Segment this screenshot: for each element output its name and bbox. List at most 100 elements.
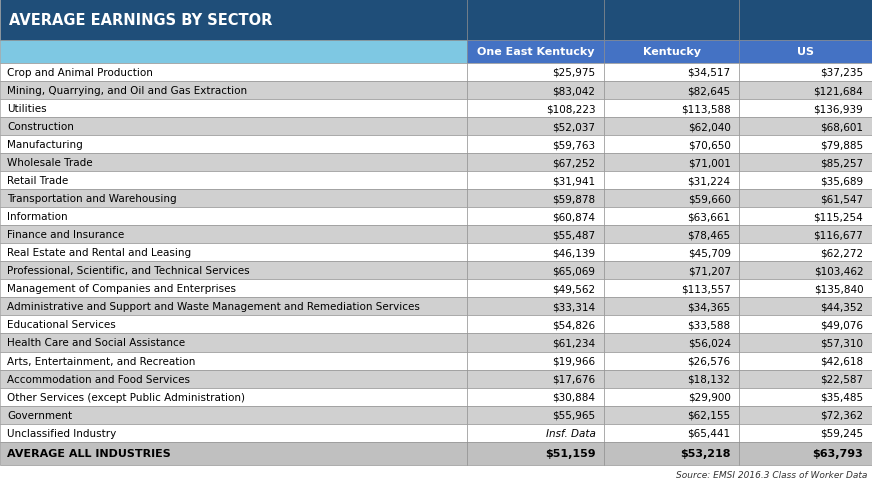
Bar — [739, 0, 872, 41]
Text: $136,939: $136,939 — [814, 104, 863, 114]
Text: $65,441: $65,441 — [688, 428, 731, 438]
Text: Crop and Animal Production: Crop and Animal Production — [7, 68, 153, 78]
Text: $35,485: $35,485 — [821, 392, 863, 402]
Text: Manufacturing: Manufacturing — [7, 140, 83, 150]
Text: Retail Trade: Retail Trade — [7, 176, 68, 186]
Bar — [604, 226, 739, 244]
Bar — [0, 226, 467, 244]
Text: $45,709: $45,709 — [688, 248, 731, 258]
Text: Insf. Data: Insf. Data — [546, 428, 596, 438]
Text: $59,660: $59,660 — [688, 194, 731, 204]
Bar — [467, 154, 604, 172]
Text: $33,588: $33,588 — [688, 320, 731, 330]
Bar — [604, 352, 739, 370]
Text: AVERAGE ALL INDUSTRIES: AVERAGE ALL INDUSTRIES — [7, 448, 171, 458]
Text: $26,576: $26,576 — [688, 356, 731, 366]
Text: $62,272: $62,272 — [821, 248, 863, 258]
Bar — [604, 0, 739, 41]
Bar — [604, 118, 739, 136]
Text: $42,618: $42,618 — [821, 356, 863, 366]
Text: $37,235: $37,235 — [821, 68, 863, 78]
Text: Unclassified Industry: Unclassified Industry — [7, 428, 116, 438]
Text: Source: EMSI 2016.3 Class of Worker Data: Source: EMSI 2016.3 Class of Worker Data — [677, 470, 868, 479]
Text: One East Kentucky: One East Kentucky — [477, 47, 594, 57]
Text: Health Care and Social Assistance: Health Care and Social Assistance — [7, 338, 185, 348]
Text: $63,793: $63,793 — [813, 448, 863, 458]
Text: $49,076: $49,076 — [821, 320, 863, 330]
Bar — [467, 352, 604, 370]
Bar — [0, 118, 467, 136]
Bar — [739, 118, 872, 136]
Text: Educational Services: Educational Services — [7, 320, 116, 330]
Text: US: US — [797, 47, 814, 57]
Text: $49,562: $49,562 — [553, 284, 596, 294]
Bar — [467, 100, 604, 118]
Bar — [604, 100, 739, 118]
Bar — [0, 334, 467, 352]
Text: Finance and Insurance: Finance and Insurance — [7, 230, 124, 240]
Text: Professional, Scientific, and Technical Services: Professional, Scientific, and Technical … — [7, 266, 249, 276]
Bar — [467, 136, 604, 154]
Bar — [739, 190, 872, 208]
Text: $61,547: $61,547 — [821, 194, 863, 204]
Bar — [739, 154, 872, 172]
Bar — [739, 64, 872, 82]
Bar — [467, 190, 604, 208]
Bar — [467, 316, 604, 334]
Bar — [0, 442, 467, 465]
Text: $63,661: $63,661 — [688, 212, 731, 222]
Bar — [0, 82, 467, 100]
Bar — [0, 41, 467, 64]
Bar — [604, 298, 739, 316]
Bar — [0, 100, 467, 118]
Text: $22,587: $22,587 — [821, 374, 863, 384]
Text: $103,462: $103,462 — [814, 266, 863, 276]
Text: $70,650: $70,650 — [688, 140, 731, 150]
Text: $61,234: $61,234 — [553, 338, 596, 348]
Bar — [0, 388, 467, 406]
Text: $121,684: $121,684 — [814, 86, 863, 96]
Text: $30,884: $30,884 — [553, 392, 596, 402]
Bar — [467, 388, 604, 406]
Bar — [739, 244, 872, 262]
Bar — [604, 208, 739, 226]
Bar — [0, 244, 467, 262]
Text: $71,207: $71,207 — [688, 266, 731, 276]
Text: $44,352: $44,352 — [821, 302, 863, 312]
Text: $108,223: $108,223 — [546, 104, 596, 114]
Text: Mining, Quarrying, and Oil and Gas Extraction: Mining, Quarrying, and Oil and Gas Extra… — [7, 86, 247, 96]
Text: Accommodation and Food Services: Accommodation and Food Services — [7, 374, 190, 384]
Text: Government: Government — [7, 410, 72, 420]
Bar — [467, 442, 604, 465]
Text: $68,601: $68,601 — [821, 122, 863, 132]
Bar — [467, 298, 604, 316]
Text: Kentucky: Kentucky — [643, 47, 701, 57]
Bar — [604, 82, 739, 100]
Bar — [739, 388, 872, 406]
Bar — [739, 262, 872, 280]
Text: $34,365: $34,365 — [688, 302, 731, 312]
Bar — [604, 442, 739, 465]
Bar — [467, 0, 604, 41]
Text: $113,557: $113,557 — [681, 284, 731, 294]
Text: $46,139: $46,139 — [553, 248, 596, 258]
Bar — [604, 334, 739, 352]
Bar — [467, 262, 604, 280]
Bar — [604, 64, 739, 82]
Bar — [604, 136, 739, 154]
Text: $35,689: $35,689 — [821, 176, 863, 186]
Bar — [467, 280, 604, 298]
Text: $25,975: $25,975 — [553, 68, 596, 78]
Bar — [467, 370, 604, 388]
Text: $31,941: $31,941 — [553, 176, 596, 186]
Bar — [604, 244, 739, 262]
Bar — [0, 370, 467, 388]
Bar — [739, 370, 872, 388]
Bar — [739, 298, 872, 316]
Bar — [739, 316, 872, 334]
Text: $72,362: $72,362 — [821, 410, 863, 420]
Text: $33,314: $33,314 — [553, 302, 596, 312]
Bar — [467, 118, 604, 136]
Text: AVERAGE EARNINGS BY SECTOR: AVERAGE EARNINGS BY SECTOR — [9, 13, 272, 28]
Bar — [0, 0, 467, 41]
